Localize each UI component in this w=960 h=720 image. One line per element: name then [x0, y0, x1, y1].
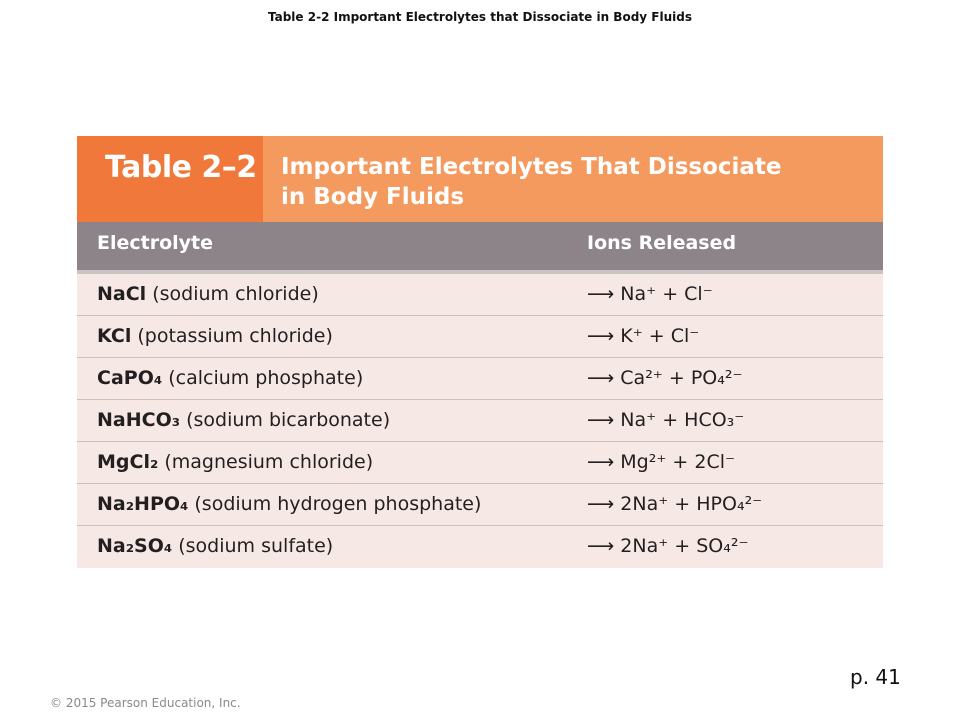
table-row: KCl (potassium chloride) ⟶ K⁺ + Cl⁻ [77, 316, 883, 358]
table-title-line1: Important Electrolytes That Dissociate [281, 154, 782, 180]
page-number: p. 41 [850, 665, 901, 689]
electrolyte-name: (potassium chloride) [131, 325, 333, 347]
electrolyte-cell: Na₂SO₄ (sodium sulfate) [97, 535, 333, 557]
column-header-ions: Ions Released [587, 232, 737, 254]
table-row: NaHCO₃ (sodium bicarbonate) ⟶ Na⁺ + HCO₃… [77, 400, 883, 442]
table-number: Table 2–2 [77, 136, 263, 222]
ions-cell: ⟶ Na⁺ + HCO₃⁻ [587, 409, 745, 431]
electrolyte-name: (sodium hydrogen phosphate) [188, 493, 482, 515]
table-row: MgCl₂ (magnesium chloride) ⟶ Mg²⁺ + 2Cl⁻ [77, 442, 883, 484]
slide-title: Table 2-2 Important Electrolytes that Di… [267, 10, 692, 24]
electrolyte-cell: KCl (potassium chloride) [97, 325, 333, 347]
electrolyte-cell: Na₂HPO₄ (sodium hydrogen phosphate) [97, 493, 481, 515]
electrolyte-cell: CaPO₄ (calcium phosphate) [97, 367, 363, 389]
column-header-row: Electrolyte Ions Released [77, 222, 883, 274]
column-header-electrolyte: Electrolyte [97, 232, 214, 254]
electrolyte-formula: CaPO₄ [97, 367, 163, 389]
electrolyte-formula: Na₂SO₄ [97, 535, 173, 557]
electrolyte-name: (sodium chloride) [146, 283, 319, 305]
table-body: NaCl (sodium chloride) ⟶ Na⁺ + Cl⁻ KCl (… [77, 274, 883, 568]
ions-cell: ⟶ Mg²⁺ + 2Cl⁻ [587, 451, 736, 473]
ions-cell: ⟶ K⁺ + Cl⁻ [587, 325, 700, 347]
table-row: NaCl (sodium chloride) ⟶ Na⁺ + Cl⁻ [77, 274, 883, 316]
electrolyte-name: (magnesium chloride) [158, 451, 374, 473]
table-title: Important Electrolytes That Dissociate i… [263, 136, 883, 222]
table-row: Na₂SO₄ (sodium sulfate) ⟶ 2Na⁺ + SO₄²⁻ [77, 526, 883, 568]
electrolytes-table: Table 2–2 Important Electrolytes That Di… [77, 136, 883, 569]
electrolyte-formula: KCl [97, 325, 132, 347]
table-row: Na₂HPO₄ (sodium hydrogen phosphate) ⟶ 2N… [77, 484, 883, 526]
electrolyte-cell: NaHCO₃ (sodium bicarbonate) [97, 409, 390, 431]
ions-cell: ⟶ 2Na⁺ + HPO₄²⁻ [587, 493, 763, 515]
ions-cell: ⟶ Na⁺ + Cl⁻ [587, 283, 713, 305]
ions-cell: ⟶ Ca²⁺ + PO₄²⁻ [587, 367, 743, 389]
copyright-notice: © 2015 Pearson Education, Inc. [50, 696, 241, 710]
electrolyte-formula: NaCl [97, 283, 147, 305]
table-row: CaPO₄ (calcium phosphate) ⟶ Ca²⁺ + PO₄²⁻ [77, 358, 883, 400]
electrolyte-formula: Na₂HPO₄ [97, 493, 189, 515]
electrolyte-name: (sodium sulfate) [172, 535, 334, 557]
table-title-line2: in Body Fluids [281, 184, 465, 210]
table-header: Table 2–2 Important Electrolytes That Di… [77, 136, 883, 222]
electrolyte-name: (sodium bicarbonate) [180, 409, 391, 431]
electrolyte-formula: MgCl₂ [97, 451, 159, 473]
ions-cell: ⟶ 2Na⁺ + SO₄²⁻ [587, 535, 749, 557]
electrolyte-formula: NaHCO₃ [97, 409, 181, 431]
electrolyte-cell: NaCl (sodium chloride) [97, 283, 319, 305]
electrolyte-name: (calcium phosphate) [162, 367, 364, 389]
electrolyte-cell: MgCl₂ (magnesium chloride) [97, 451, 373, 473]
